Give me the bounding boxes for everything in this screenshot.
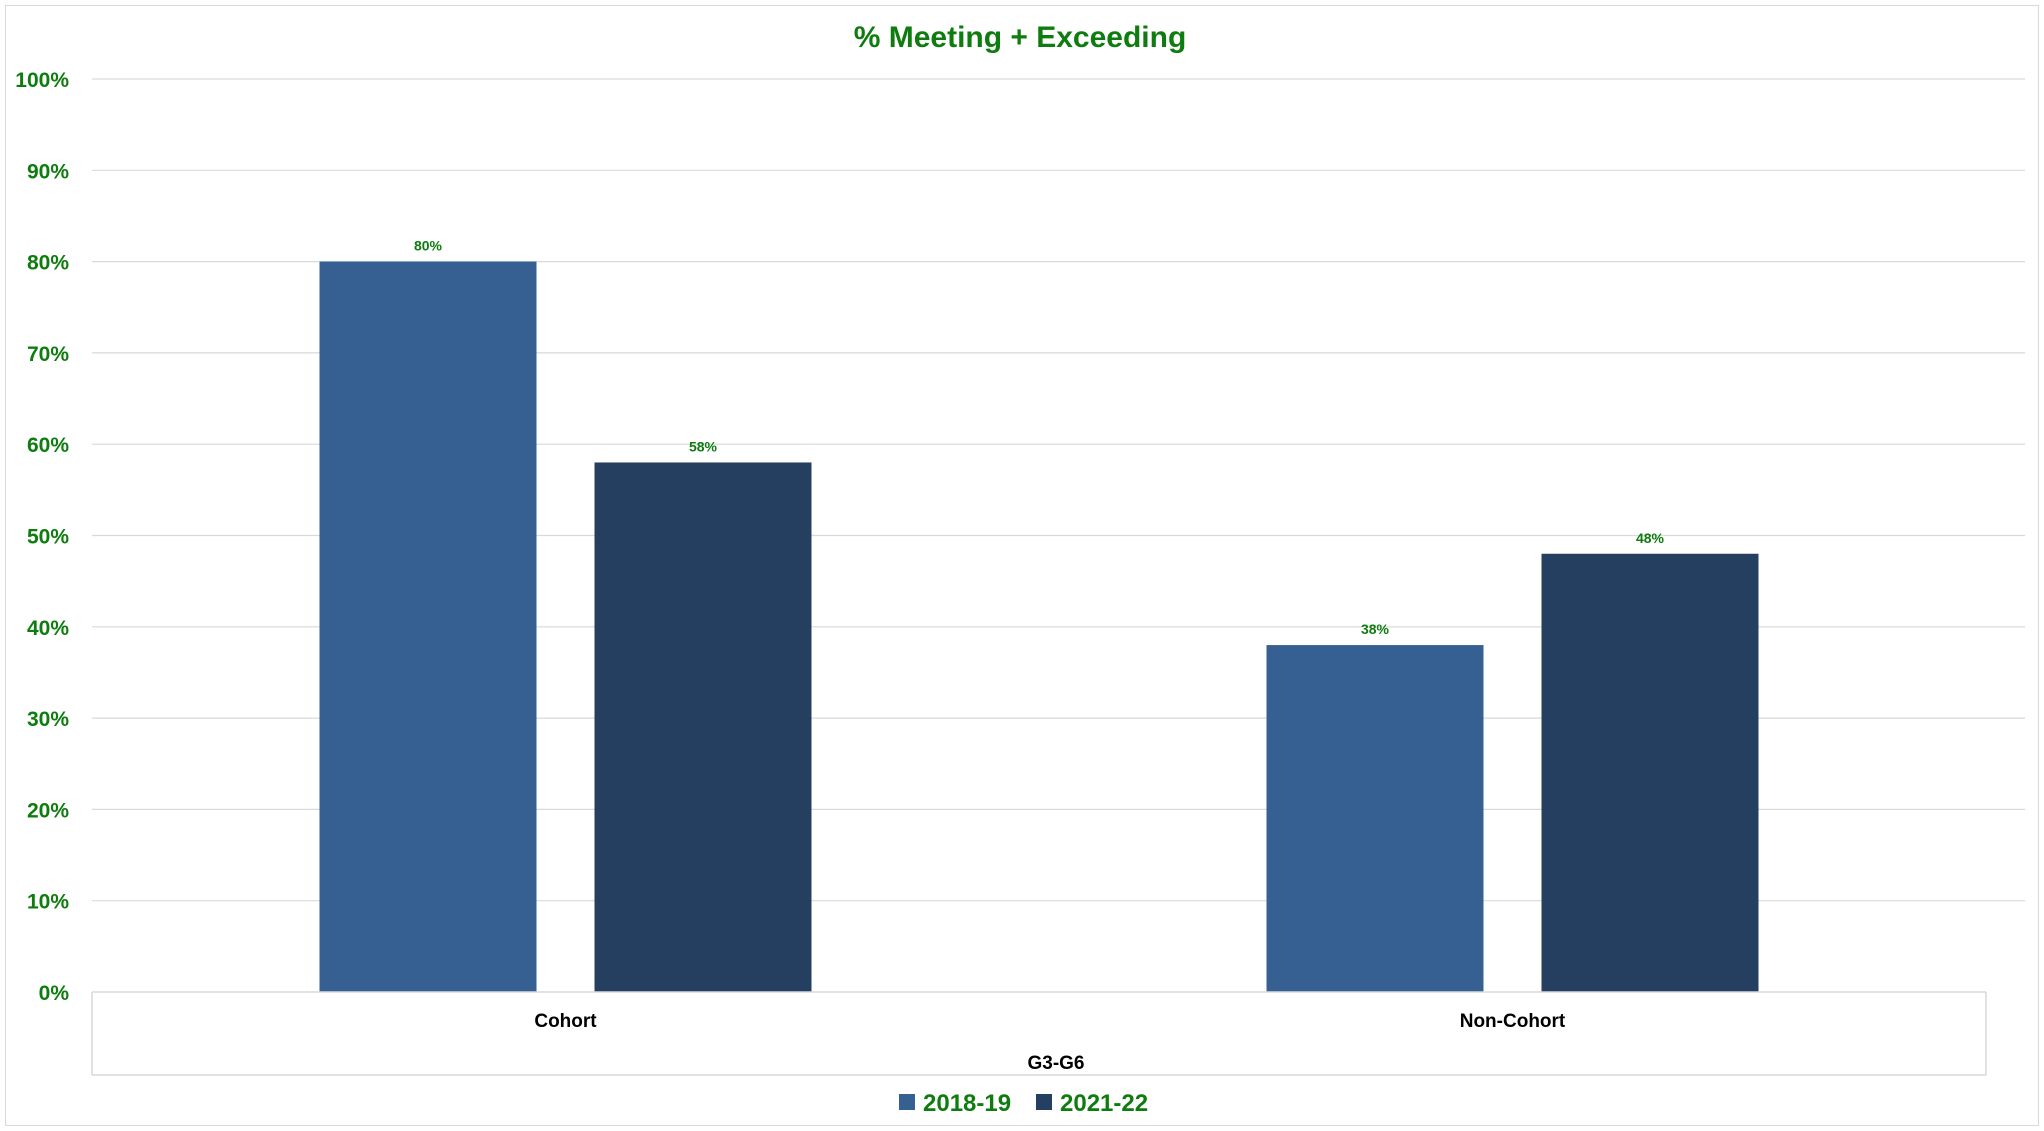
data-label: 48%	[1636, 530, 1665, 546]
data-label: 38%	[1361, 621, 1390, 637]
bars	[319, 261, 1759, 993]
x-axis: G3-G6 Cohort Non-Cohort	[91, 991, 1987, 1076]
legend-item: 2018-19	[899, 1090, 1011, 1117]
data-label: 58%	[689, 438, 718, 454]
y-tick-label: 20%	[27, 799, 69, 822]
legend: 2018-19 2021-22	[899, 1090, 1148, 1117]
bar	[319, 261, 537, 993]
legend-label: 2021-22	[1060, 1090, 1148, 1117]
legend-swatch	[1036, 1094, 1052, 1110]
data-label: 80%	[414, 238, 443, 254]
y-tick-label: 10%	[27, 891, 69, 914]
legend-item: 2021-22	[1036, 1090, 1148, 1117]
y-tick-label: 0%	[39, 982, 70, 1005]
x-axis-title: G3-G6	[1027, 1053, 1084, 1074]
chart-title: % Meeting + Exceeding	[854, 21, 1187, 54]
x-tick-label: Cohort	[534, 1011, 597, 1032]
bar	[594, 462, 812, 993]
legend-label: 2018-19	[923, 1090, 1011, 1117]
y-axis: 0% 10% 20% 30% 40% 50% 60% 70% 80% 90% 100%	[15, 69, 69, 1005]
y-tick-label: 90%	[27, 160, 69, 183]
y-tick-label: 60%	[27, 434, 69, 457]
y-tick-label: 80%	[27, 252, 69, 275]
bar	[1541, 553, 1759, 992]
y-tick-label: 100%	[15, 69, 69, 92]
y-tick-label: 40%	[27, 617, 69, 640]
y-tick-label: 50%	[27, 526, 69, 549]
y-tick-label: 70%	[27, 343, 69, 366]
legend-swatch	[899, 1094, 915, 1110]
x-tick-label: Non-Cohort	[1460, 1011, 1566, 1032]
data-labels: 80% 58% 38% 48%	[414, 238, 1665, 637]
bar	[1266, 645, 1484, 992]
y-tick-label: 30%	[27, 708, 69, 731]
